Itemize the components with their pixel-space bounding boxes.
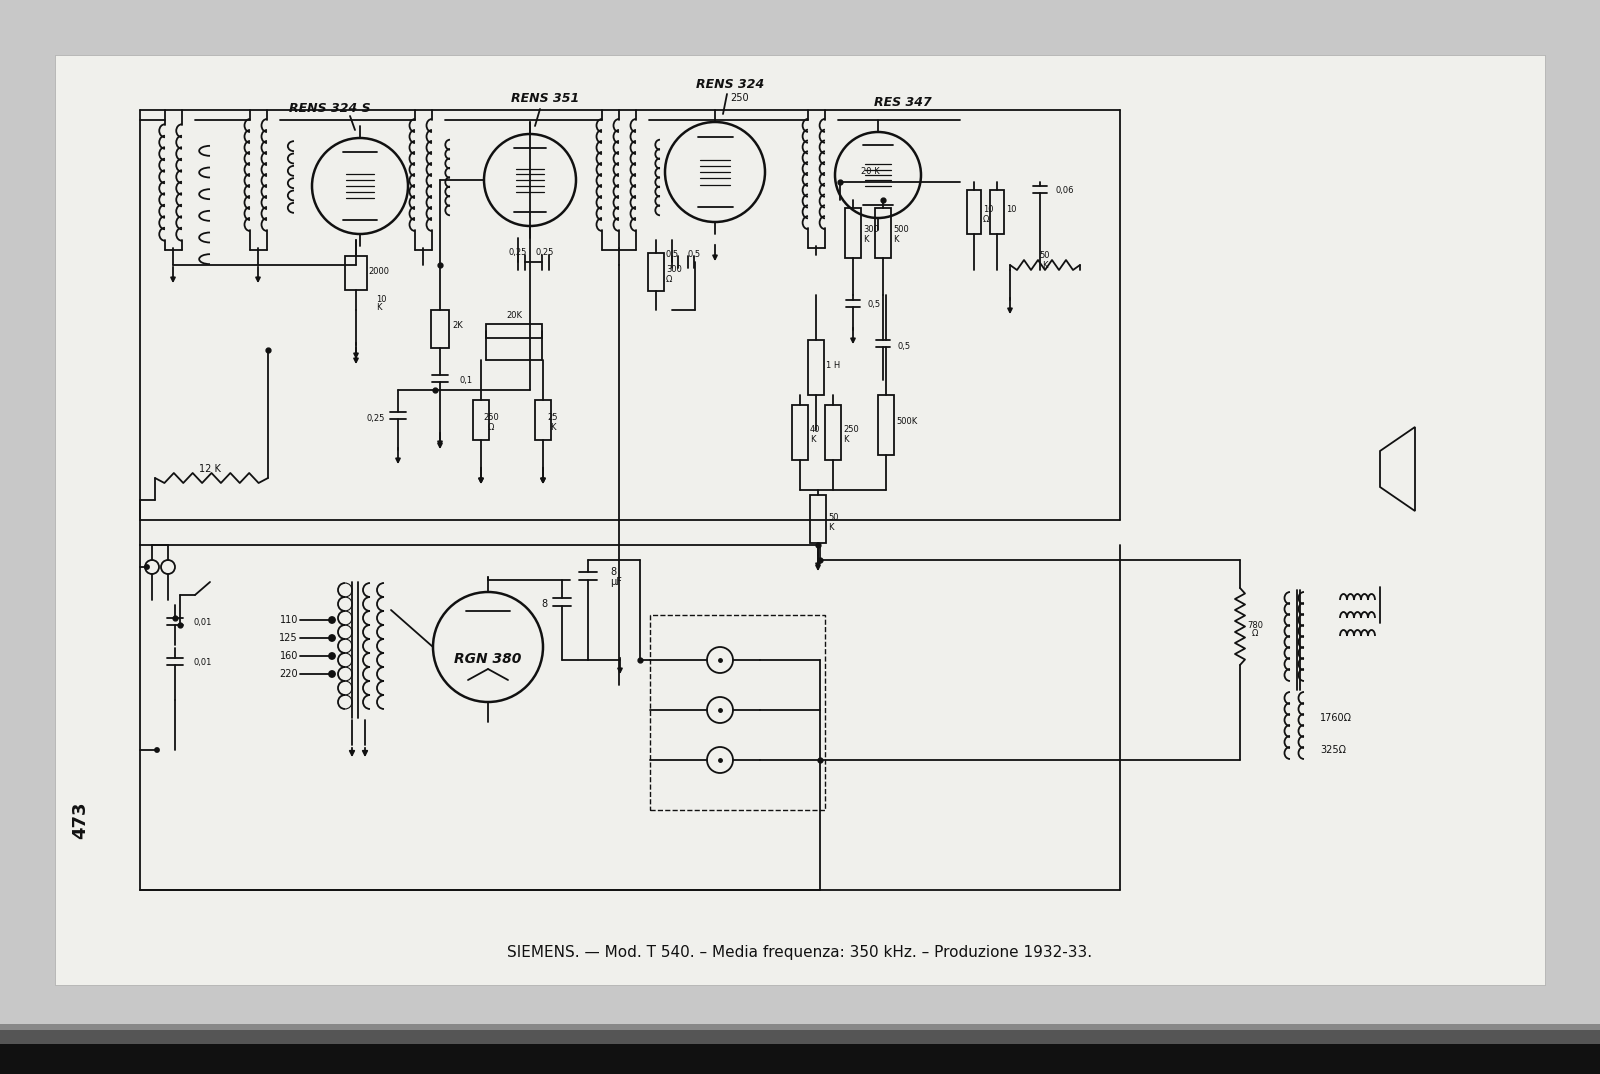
Text: K: K (843, 435, 848, 444)
Text: 25: 25 (547, 413, 558, 422)
Bar (0, 1030, 1600, 1044)
Text: 500: 500 (893, 226, 909, 234)
Text: Ω: Ω (488, 422, 494, 432)
Bar (810, 495, 826, 543)
Text: K: K (550, 422, 555, 432)
Circle shape (146, 565, 149, 569)
Text: K: K (810, 435, 816, 444)
Text: 0,5: 0,5 (666, 249, 678, 259)
Text: 8: 8 (610, 567, 616, 577)
Circle shape (330, 635, 334, 641)
Text: K: K (829, 522, 834, 532)
Text: 125: 125 (280, 633, 298, 643)
Bar (346, 256, 366, 290)
Text: 0,5: 0,5 (867, 301, 882, 309)
Text: 325Ω: 325Ω (1320, 745, 1346, 755)
Text: K: K (893, 234, 899, 244)
Text: 10: 10 (982, 205, 994, 215)
Bar (474, 400, 490, 440)
Text: 50: 50 (829, 513, 838, 522)
Text: 250: 250 (483, 413, 499, 422)
Text: 0,25: 0,25 (536, 248, 554, 258)
Text: RENS 351: RENS 351 (510, 92, 579, 105)
Text: Ω: Ω (1251, 629, 1258, 639)
Text: 0,5: 0,5 (898, 343, 910, 351)
Bar (792, 405, 808, 460)
Text: 473: 473 (70, 801, 90, 839)
Text: 500K: 500K (896, 418, 917, 426)
Text: 20 K: 20 K (861, 168, 880, 176)
Text: 0,01: 0,01 (194, 658, 211, 668)
Text: 50: 50 (1040, 251, 1050, 261)
Text: 110: 110 (280, 615, 298, 625)
Text: 10: 10 (376, 295, 387, 305)
Bar (990, 190, 1005, 234)
Text: 1 H: 1 H (826, 362, 840, 371)
Text: 12 K: 12 K (198, 464, 221, 474)
Text: 40: 40 (810, 425, 821, 435)
Bar (430, 310, 450, 348)
Text: 0,01: 0,01 (194, 619, 211, 627)
Text: SIEMENS. — Mod. T 540. – Media frequenza: 350 kHz. – Produzione 1932-33.: SIEMENS. — Mod. T 540. – Media frequenza… (507, 944, 1093, 959)
Text: 250: 250 (731, 93, 749, 103)
Bar (486, 324, 542, 338)
Text: 0,25: 0,25 (366, 413, 386, 422)
Circle shape (330, 653, 334, 659)
Text: 0,06: 0,06 (1056, 187, 1075, 195)
Text: 2K: 2K (453, 321, 462, 331)
Text: K: K (862, 234, 869, 244)
Bar (54, 55, 1546, 985)
Bar (966, 190, 981, 234)
Text: RGN 380: RGN 380 (454, 652, 522, 666)
Text: K: K (376, 304, 381, 313)
Text: 0,25: 0,25 (509, 248, 526, 258)
Text: 10: 10 (1006, 205, 1016, 215)
Bar (650, 615, 826, 810)
Bar (875, 208, 891, 258)
Text: 300: 300 (862, 226, 878, 234)
Text: K: K (1042, 261, 1048, 270)
Text: 8: 8 (542, 599, 547, 609)
Text: RENS 324: RENS 324 (696, 77, 765, 90)
Text: RES 347: RES 347 (874, 96, 931, 108)
Bar (534, 400, 550, 440)
Text: μF: μF (610, 577, 622, 587)
Text: 0,1: 0,1 (461, 376, 474, 384)
Bar (845, 208, 861, 258)
Text: 220: 220 (280, 669, 298, 679)
Text: Ω: Ω (982, 215, 989, 223)
Text: 0,5: 0,5 (688, 249, 701, 259)
Bar (648, 253, 664, 291)
Text: 780: 780 (1246, 621, 1262, 629)
Bar (878, 395, 894, 455)
Bar (808, 340, 824, 395)
Text: RENS 324 S: RENS 324 S (290, 102, 371, 115)
Text: 20K: 20K (506, 311, 522, 320)
Circle shape (155, 748, 158, 752)
Text: 2000: 2000 (368, 266, 389, 276)
Bar (0, 1024, 1600, 1030)
Bar (826, 405, 842, 460)
Circle shape (330, 671, 334, 677)
Text: 300: 300 (666, 265, 682, 275)
Text: 1760Ω: 1760Ω (1320, 713, 1352, 723)
Bar (0, 1044, 1600, 1074)
Circle shape (330, 616, 334, 623)
Text: 250: 250 (843, 425, 859, 435)
Text: Ω: Ω (666, 275, 672, 284)
Text: 160: 160 (280, 651, 298, 661)
